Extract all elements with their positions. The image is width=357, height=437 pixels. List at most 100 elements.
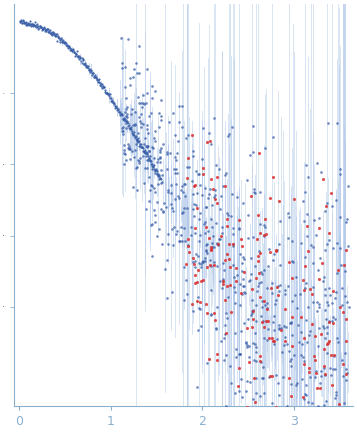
Point (264, 299, 270, 306)
Point (337, 165, 343, 172)
Point (115, 107, 120, 114)
Point (168, 182, 174, 189)
Point (120, 116, 126, 123)
Point (286, 258, 291, 265)
Point (99, 84, 105, 91)
Point (258, 278, 264, 285)
Point (218, 232, 224, 239)
Point (307, 374, 312, 381)
Point (309, 433, 315, 437)
Point (320, 260, 325, 267)
Point (273, 297, 279, 304)
Point (28, 20, 34, 27)
Point (288, 392, 294, 399)
Point (142, 165, 148, 172)
Point (75, 52, 81, 59)
Point (302, 254, 307, 261)
Point (192, 182, 198, 189)
Point (336, 266, 341, 273)
Point (126, 146, 132, 153)
Point (135, 156, 140, 163)
Point (134, 165, 139, 172)
Point (98, 82, 104, 89)
Point (154, 170, 160, 177)
Point (151, 184, 157, 191)
Point (153, 212, 159, 218)
Point (149, 161, 154, 168)
Point (107, 90, 113, 97)
Point (53, 30, 59, 37)
Point (151, 134, 157, 141)
Point (307, 425, 313, 432)
Point (312, 217, 317, 224)
Point (164, 257, 170, 264)
Point (275, 291, 281, 298)
Point (17, 19, 23, 26)
Point (288, 356, 293, 363)
Point (214, 199, 220, 206)
Point (44, 25, 50, 32)
Point (257, 149, 262, 156)
Point (127, 125, 133, 132)
Point (250, 234, 256, 241)
Point (136, 69, 142, 76)
Point (262, 224, 267, 231)
Point (287, 319, 292, 326)
Point (120, 60, 125, 67)
Point (145, 143, 151, 150)
Point (244, 177, 250, 184)
Point (325, 341, 330, 348)
Point (226, 256, 232, 263)
Point (21, 18, 27, 25)
Point (34, 21, 40, 28)
Point (155, 170, 161, 177)
Point (221, 335, 227, 342)
Point (256, 257, 261, 264)
Point (337, 304, 343, 311)
Point (165, 230, 171, 237)
Point (149, 82, 155, 89)
Point (105, 90, 111, 97)
Point (253, 389, 259, 396)
Point (300, 375, 305, 382)
Point (132, 120, 138, 127)
Point (197, 209, 202, 216)
Point (43, 26, 49, 33)
Point (305, 247, 311, 254)
Point (264, 284, 270, 291)
Point (257, 229, 263, 236)
Point (261, 363, 266, 370)
Point (152, 170, 158, 177)
Point (284, 340, 290, 347)
Point (223, 351, 228, 358)
Point (30, 21, 35, 28)
Point (219, 229, 225, 236)
Point (321, 325, 327, 332)
Point (246, 359, 252, 366)
Point (121, 149, 127, 156)
Point (270, 319, 276, 326)
Point (180, 102, 185, 109)
Point (237, 301, 242, 308)
Point (302, 395, 307, 402)
Point (134, 136, 140, 143)
Point (170, 241, 176, 248)
Point (200, 164, 206, 171)
Point (149, 144, 154, 151)
Point (180, 123, 185, 130)
Point (327, 318, 332, 325)
Point (123, 157, 129, 164)
Point (218, 192, 223, 199)
Point (32, 21, 37, 28)
Point (208, 262, 214, 269)
Point (228, 308, 234, 315)
Point (156, 226, 162, 233)
Point (305, 173, 311, 180)
Point (206, 413, 212, 420)
Point (158, 176, 164, 183)
Point (119, 111, 124, 118)
Point (322, 334, 328, 341)
Point (67, 45, 73, 52)
Point (131, 65, 136, 72)
Point (274, 283, 280, 290)
